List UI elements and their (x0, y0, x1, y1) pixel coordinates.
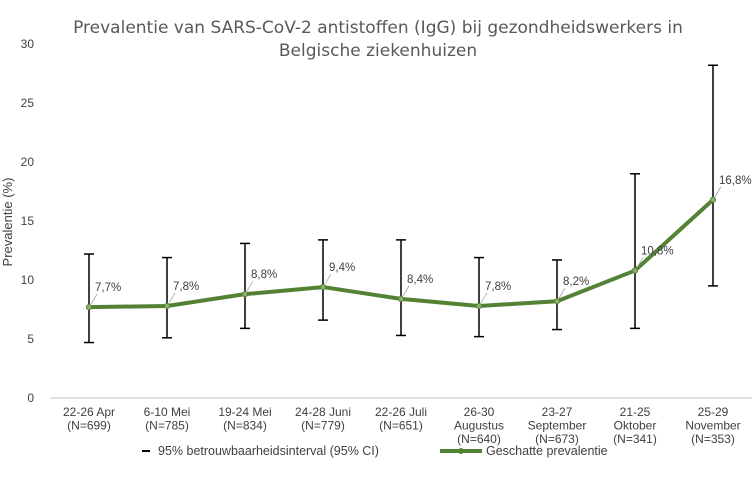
x-tick-1: 6-10 Mei(N=785) (144, 405, 191, 433)
x-tick-label-5-1: Augustus (454, 419, 504, 433)
x-tick-label-0-1: (N=699) (67, 419, 111, 433)
series-point-4 (397, 295, 405, 302)
y-axis-label: Prevalentie (%) (0, 178, 15, 267)
data-label-leader-3 (324, 273, 332, 285)
x-tick-2: 19-24 Mei(N=834) (218, 405, 271, 433)
series-point-7 (631, 267, 639, 274)
x-tick-label-6-1: September (528, 419, 587, 433)
data-label-8: 16,8% (719, 175, 752, 187)
x-tick-label-1-0: 6-10 Mei (144, 405, 191, 419)
series-point-1 (163, 302, 171, 310)
legend: 95% betrouwbaarheidsinterval (95% CI) Ge… (142, 444, 608, 458)
error-bar-0 (84, 253, 94, 344)
data-label-leader-6 (558, 288, 566, 299)
error-bar-5 (474, 256, 484, 338)
data-label-leaders (90, 186, 722, 305)
data-labels: 7,7% 7,8% 8,8% 9,4% 8,4% 7,8% 8,2% 10,8% 16,8% (95, 175, 752, 294)
data-label-0: 7,7% (95, 282, 121, 294)
data-label-leader-2 (246, 280, 254, 292)
series-point-2 (241, 291, 249, 298)
series-point-6 (553, 298, 561, 305)
x-tick-label-3-0: 24-28 Juni (295, 405, 351, 419)
legend-series-label: Geschatte prevalentie (486, 444, 608, 458)
data-label-leader-4 (402, 285, 410, 297)
x-tick-label-8-2: (N=353) (691, 432, 735, 446)
x-tick-label-3-1: (N=779) (301, 419, 345, 433)
x-tick-label-2-1: (N=834) (223, 419, 267, 433)
x-tick-label-7-1: Oktober (614, 419, 657, 433)
y-tick-20: 20 (21, 155, 35, 169)
x-tick-label-1-1: (N=785) (145, 419, 189, 433)
y-tick-15: 15 (21, 214, 35, 228)
x-axis-ticks: 22-26 Apr(N=699) 6-10 Mei(N=785) 19-24 Mei… (63, 405, 741, 446)
data-label-leader-1 (168, 292, 176, 304)
x-tick-label-5-2: (N=640) (457, 432, 501, 446)
y-tick-10: 10 (21, 273, 35, 287)
series-point-8 (709, 196, 717, 203)
data-label-leader-8 (714, 186, 722, 197)
data-label-5: 7,8% (485, 281, 511, 293)
x-tick-label-7-0: 21-25 (620, 405, 651, 419)
x-tick-label-8-0: 25-29 (698, 405, 729, 419)
y-tick-5: 5 (27, 332, 34, 346)
data-label-leader-5 (480, 292, 488, 304)
y-tick-0: 0 (27, 391, 34, 405)
x-tick-label-7-2: (N=341) (613, 432, 657, 446)
data-label-4: 8,4% (407, 274, 433, 286)
data-label-1: 7,8% (173, 281, 199, 293)
data-label-3: 9,4% (329, 262, 355, 274)
error-bar-8 (708, 64, 718, 287)
data-label-7: 10,8% (641, 246, 674, 258)
error-bar-1 (162, 256, 172, 339)
x-tick-label-4-1: (N=651) (379, 419, 423, 433)
series-point-5 (475, 302, 483, 310)
error-bars (84, 64, 718, 344)
error-bar-6 (552, 259, 562, 331)
x-tick-label-6-2: (N=673) (535, 432, 579, 446)
error-bar-3 (318, 239, 328, 321)
series-point-0 (85, 304, 93, 311)
error-bar-7 (630, 173, 640, 330)
data-label-2: 8,8% (251, 269, 277, 281)
error-bar-2 (240, 242, 250, 330)
x-tick-label-5-0: 26-30 (464, 405, 495, 419)
chart-title-line-2: Belgische ziekenhuizen (279, 41, 477, 61)
x-tick-0: 22-26 Apr(N=699) (63, 405, 115, 433)
x-tick-label-4-0: 22-26 Juli (375, 405, 427, 419)
series-geschatte-prevalentie (85, 196, 717, 311)
x-tick-label-8-1: November (685, 419, 740, 433)
legend-series-marker (458, 448, 464, 454)
legend-ci-label: 95% betrouwbaarheidsinterval (95% CI) (158, 444, 379, 458)
series-point-3 (319, 283, 327, 291)
error-bar-4 (396, 239, 406, 337)
x-tick-3: 24-28 Juni(N=779) (295, 405, 351, 433)
chart-title-line-1: Prevalentie van SARS-CoV-2 antistoffen (… (73, 18, 683, 38)
data-label-leader-7 (636, 257, 644, 268)
x-tick-4: 22-26 Juli(N=651) (375, 405, 427, 433)
x-tick-label-2-0: 19-24 Mei (218, 405, 271, 419)
x-tick-label-6-0: 23-27 (542, 405, 573, 419)
data-label-leader-0 (90, 293, 98, 305)
x-tick-label-0-0: 22-26 Apr (63, 405, 115, 419)
data-label-6: 8,2% (563, 276, 589, 288)
y-axis-ticks: 0 5 10 15 20 25 30 (21, 37, 35, 405)
y-tick-25: 25 (21, 96, 35, 110)
y-tick-30: 30 (21, 37, 35, 51)
